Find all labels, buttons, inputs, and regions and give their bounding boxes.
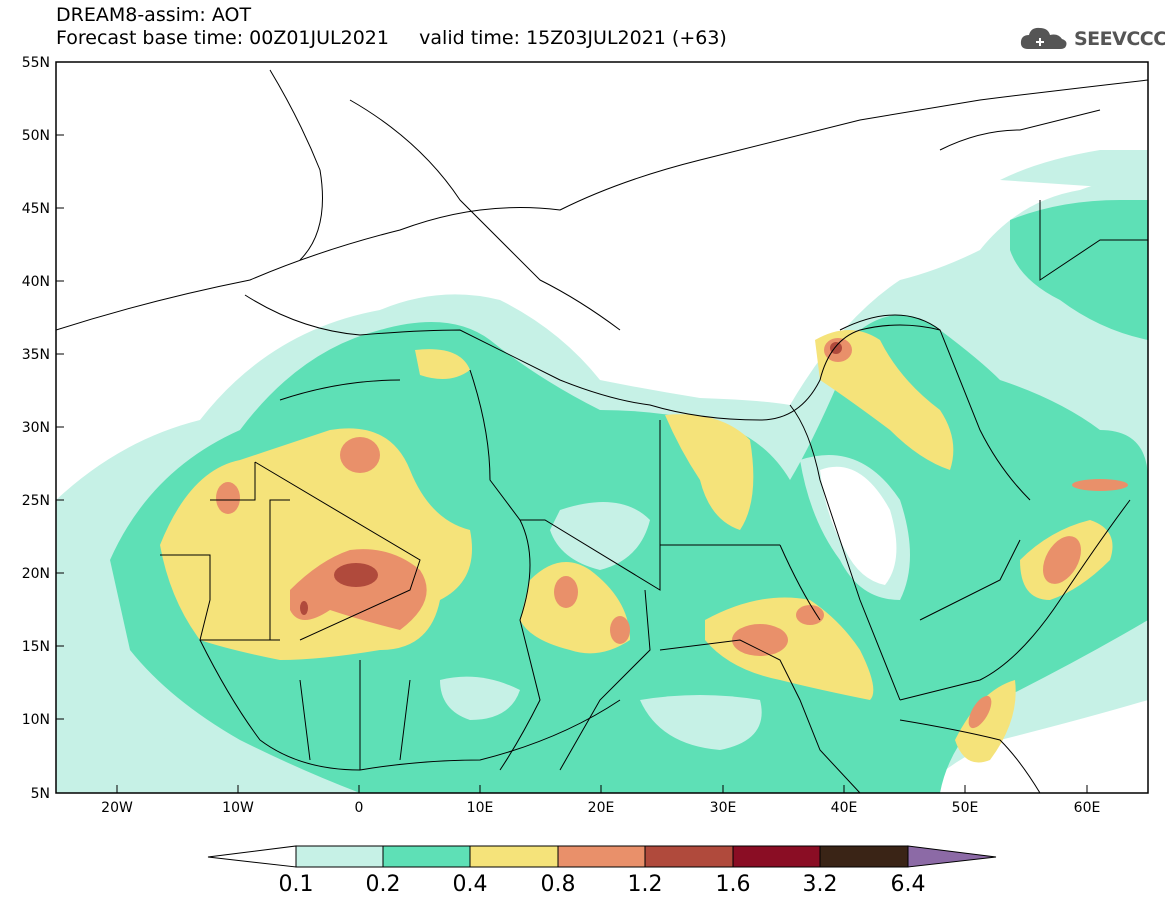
seevccc-logo: SEEVCCC [1018,24,1165,54]
colorbar-label: 1.6 [715,872,751,897]
lat-label: 15N [22,639,50,655]
forecast-times: Forecast base time: 00Z01JUL2021 valid t… [56,27,727,49]
colorbar-swatch [732,845,821,868]
colorbar-label: 0.1 [278,872,314,897]
colorbar-label: 3.2 [802,872,838,897]
colorbar-label: 0.2 [365,872,401,897]
colorbar [207,845,997,868]
colorbar-low-arrow [207,845,297,868]
colorbar-label: 1.2 [627,872,663,897]
lat-label: 40N [22,274,50,290]
lat-label: 5N [31,786,50,802]
colorbar-swatch [644,845,734,868]
lon-label: 60E [1074,800,1101,816]
lon-axis: 20W 10W 0 10E 20E 30E 40E 50E 60E [101,785,1100,816]
lat-label: 25N [22,493,50,509]
lat-label: 50N [22,128,50,144]
lon-label: 10W [222,800,254,816]
colorbar-swatch [295,845,384,868]
lat-label: 20N [22,566,50,582]
colorbar-swatch [557,845,646,868]
cloud-icon [1020,27,1067,49]
lat-label: 10N [22,712,50,728]
aot-field-0.8 [290,549,427,630]
colorbar-label: 6.4 [890,872,926,897]
map-title: DREAM8-assim: AOT [56,4,252,26]
lon-label: 0 [355,800,364,816]
lon-label: 30E [710,800,737,816]
lon-label: 20W [101,800,133,816]
aot-fields [56,62,1148,793]
logo-text: SEEVCCC [1074,28,1165,50]
lat-label: 30N [22,420,50,436]
colorbar-high-arrow [907,845,997,868]
lat-label: 45N [22,201,50,217]
country-borders [56,69,1148,793]
lat-label: 35N [22,347,50,363]
lat-label: 55N [22,55,50,71]
lon-label: 40E [831,800,858,816]
lon-label: 20E [588,800,615,816]
aot-field-1.2 [334,563,378,587]
colorbar-label: 0.8 [540,872,576,897]
lat-axis: 55N 50N 45N 40N 35N 30N 25N 20N 15N 10N … [22,55,64,802]
lon-label: 10E [467,800,494,816]
colorbar-label: 0.4 [452,872,488,897]
colorbar-swatch [382,845,471,868]
colorbar-swatch [819,845,909,868]
lon-label: 50E [952,800,979,816]
colorbar-swatch [469,845,559,868]
